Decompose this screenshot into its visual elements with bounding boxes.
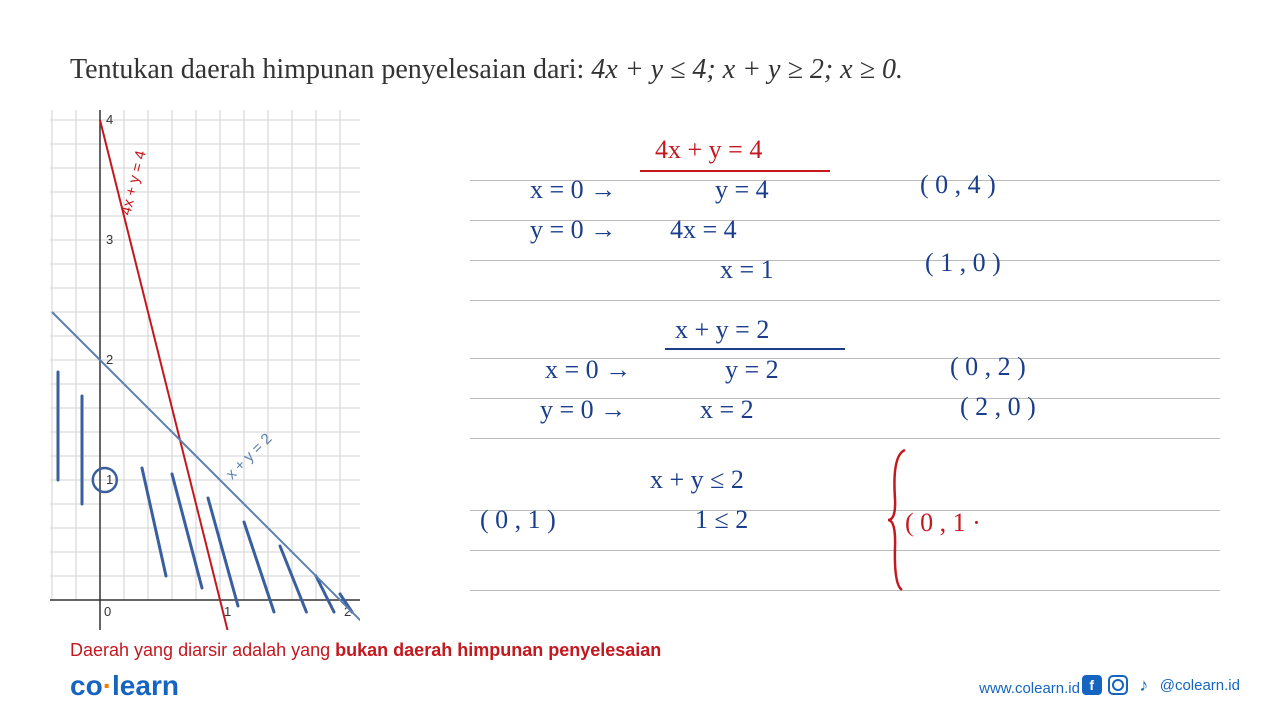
footer-note: Daerah yang diarsir adalah yang bukan da… <box>70 640 661 661</box>
handwriting-text: y = 2 <box>725 355 779 385</box>
brand-learn: learn <box>112 670 179 701</box>
handwriting-text: x = 2 <box>700 395 754 425</box>
handwriting-text: x = 0 → <box>530 175 616 205</box>
handwriting-text: ( 0 , 1 ) <box>480 505 556 535</box>
facebook-icon: f <box>1082 675 1102 695</box>
svg-text:4x + y = 4: 4x + y = 4 <box>117 149 149 217</box>
handwriting-text: y = 0 → <box>530 215 616 245</box>
handwriting-text: x = 1 <box>720 255 774 285</box>
handwriting-text: x + y = 2 <box>675 315 769 345</box>
handwriting-text: y = 0 → <box>540 395 626 425</box>
footer-note-bold: bukan daerah himpunan penyelesaian <box>335 640 661 660</box>
svg-text:3: 3 <box>106 232 113 247</box>
question-text: Tentukan daerah himpunan penyelesaian da… <box>70 54 903 86</box>
brand-logo: co·learn <box>70 670 179 702</box>
graph-panel: 01212344x + y = 4x + y = 2 <box>50 110 360 630</box>
handwriting-underline <box>665 348 845 350</box>
svg-text:0: 0 <box>104 604 111 619</box>
svg-text:1: 1 <box>106 472 113 487</box>
ruled-line <box>470 510 1220 511</box>
instagram-icon <box>1108 675 1128 695</box>
handwriting-text: 1 ≤ 2 <box>695 505 748 535</box>
handwriting-text: ( 0 , 2 ) <box>950 352 1026 382</box>
handwriting-text: x + y ≤ 2 <box>650 465 744 495</box>
social-handle: @colearn.id <box>1160 677 1240 694</box>
handwriting-text: ( 1 , 0 ) <box>925 248 1001 278</box>
work-area: 4x + y = 4 x = 0 → y = 4 ( 0 , 4 ) y = 0 → 4x… <box>470 130 1220 610</box>
handwriting-underline <box>640 170 830 172</box>
ruled-line <box>470 550 1220 551</box>
handwriting-text: y = 4 <box>715 175 769 205</box>
brand-dot: · <box>103 670 112 701</box>
ruled-line <box>470 300 1220 301</box>
footer-note-plain: Daerah yang diarsir adalah yang <box>70 640 335 660</box>
question-prefix: Tentukan daerah himpunan penyelesaian da… <box>70 54 591 85</box>
footer-url: www.colearn.id <box>979 680 1080 697</box>
graph-svg: 01212344x + y = 4x + y = 2 <box>50 110 360 630</box>
ruled-line <box>470 260 1220 261</box>
social-icons: f ♪ @colearn.id <box>1082 675 1240 695</box>
ruled-line <box>470 590 1220 591</box>
handwriting-text: 4x = 4 <box>670 215 737 245</box>
curly-bracket <box>880 440 920 600</box>
brand-co: co <box>70 670 103 701</box>
handwriting-text: x = 0 → <box>545 355 631 385</box>
handwriting-text: ( 0 , 4 ) <box>920 170 996 200</box>
svg-text:4: 4 <box>106 112 113 127</box>
ruled-line <box>470 438 1220 439</box>
question-math: 4x + y ≤ 4; x + y ≥ 2; x ≥ 0. <box>591 54 903 85</box>
tiktok-icon: ♪ <box>1134 675 1154 695</box>
svg-text:2: 2 <box>106 352 113 367</box>
handwriting-text: 4x + y = 4 <box>655 135 762 165</box>
handwriting-text: ( 2 , 0 ) <box>960 392 1036 422</box>
